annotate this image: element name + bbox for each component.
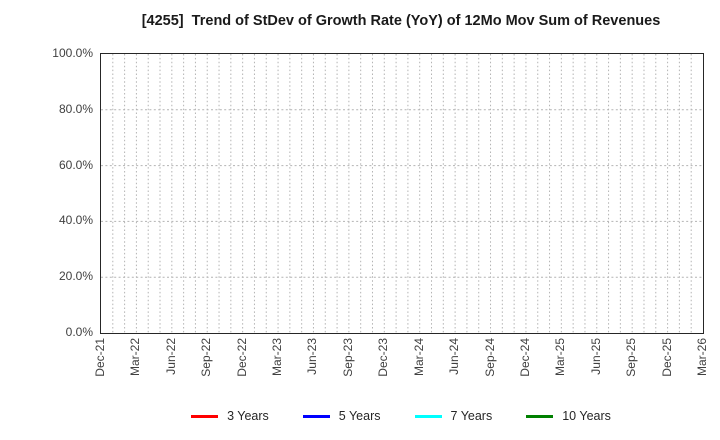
x-tick-label: Dec-23: [376, 338, 391, 377]
y-tick-label: 80.0%: [58, 101, 93, 116]
legend-label: 7 Years: [450, 409, 493, 423]
y-tick-label: 20.0%: [58, 269, 93, 284]
x-tick-label: Dec-25: [659, 338, 674, 377]
legend-label: 5 Years: [338, 409, 381, 423]
plot-area: [100, 53, 704, 334]
x-tick-label: Sep-23: [340, 338, 355, 377]
legend-line-swatch: [302, 414, 330, 418]
legend-item: 3 Years: [191, 409, 269, 423]
legend-item: 5 Years: [302, 409, 381, 423]
x-tick-label: Jun-25: [588, 338, 603, 375]
x-tick-label: Sep-24: [482, 338, 497, 377]
legend-item: 7 Years: [414, 409, 493, 423]
legend-item: 10 Years: [526, 409, 611, 423]
x-tick-label: Dec-24: [517, 338, 532, 377]
legend-line-swatch: [191, 414, 219, 418]
x-tick-label: Mar-22: [128, 338, 143, 377]
x-tick-label: Mar-25: [553, 338, 568, 377]
x-tick-label: Mar-24: [411, 338, 426, 377]
x-tick-label: Mar-26: [695, 338, 709, 377]
x-tick-label: Mar-23: [270, 338, 285, 377]
x-tick-label: Dec-21: [93, 338, 107, 377]
x-tick-label: Dec-22: [234, 338, 249, 377]
x-tick-label: Jun-24: [447, 338, 462, 375]
legend-line-swatch: [414, 414, 442, 418]
chart-title: [4255] Trend of StDev of Growth Rate (Yo…: [141, 13, 661, 29]
y-tick-label: 60.0%: [58, 157, 93, 172]
legend-line-swatch: [526, 414, 554, 418]
legend: 3 Years 5 Years 7 Years 10 Years: [100, 406, 702, 426]
x-tick-label: Sep-22: [199, 338, 214, 377]
y-tick-label: 40.0%: [58, 213, 93, 228]
x-tick-label: Jun-22: [163, 338, 178, 375]
grid-lines: [101, 54, 703, 333]
y-tick-label: 0.0%: [65, 325, 93, 339]
x-tick-label: Sep-25: [624, 338, 639, 377]
legend-label: 3 Years: [227, 409, 269, 423]
legend-label: 10 Years: [562, 409, 611, 423]
y-tick-label: 100.0%: [52, 46, 93, 60]
x-tick-label: Jun-23: [305, 338, 320, 375]
